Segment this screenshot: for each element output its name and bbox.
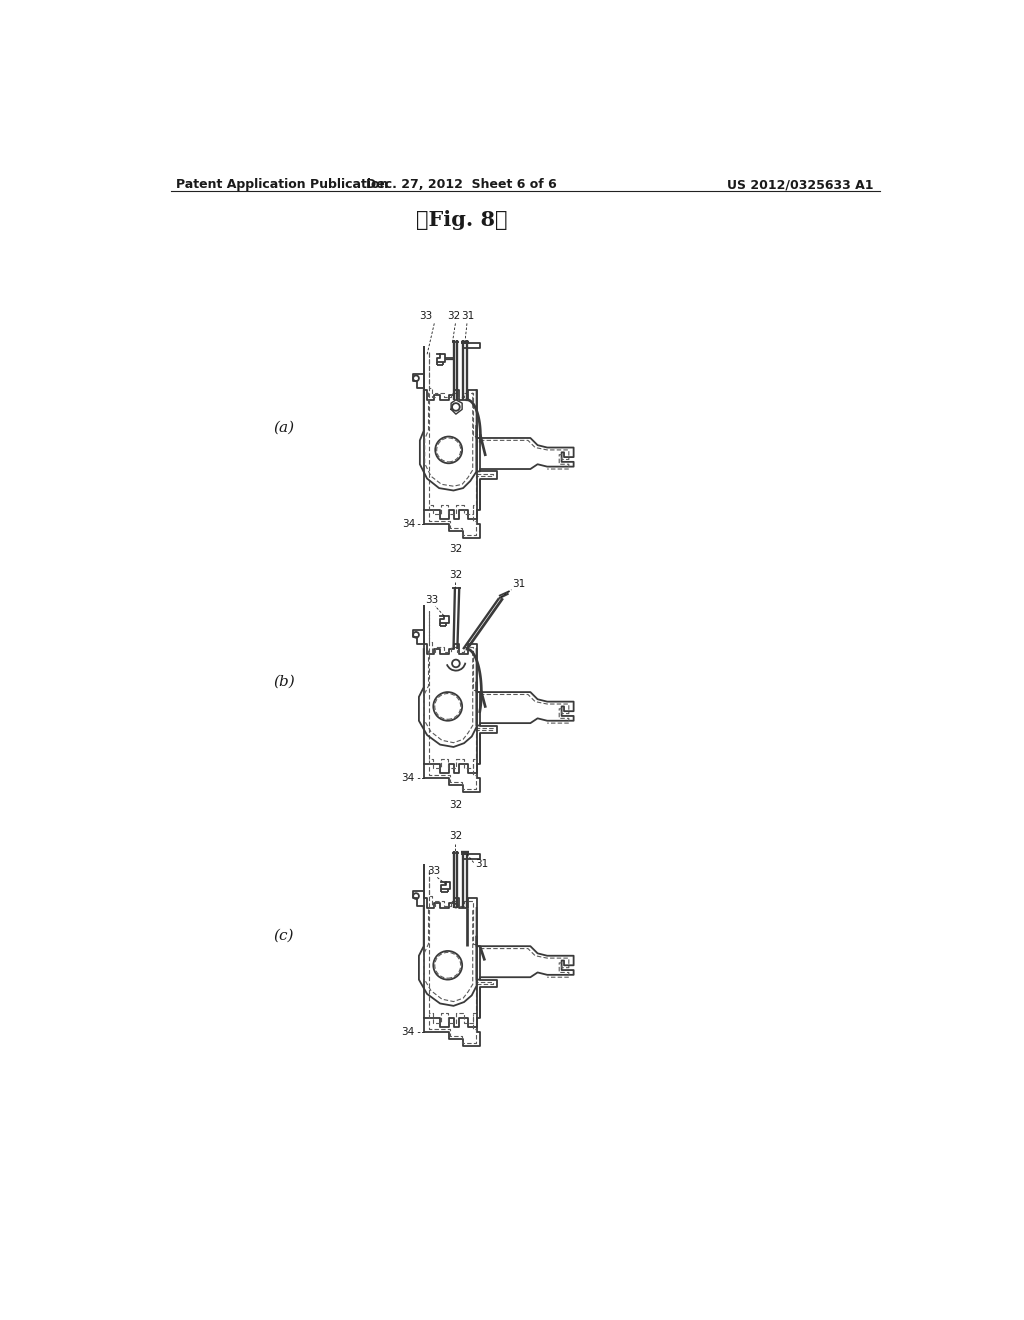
Text: 31: 31 bbox=[475, 858, 488, 869]
Text: (b): (b) bbox=[273, 675, 296, 689]
Text: 32: 32 bbox=[449, 800, 462, 810]
Text: 31: 31 bbox=[461, 312, 474, 321]
Text: 32: 32 bbox=[446, 312, 460, 321]
Text: 34: 34 bbox=[400, 1027, 414, 1038]
Text: (a): (a) bbox=[273, 421, 295, 434]
Text: 33: 33 bbox=[425, 595, 438, 605]
Text: 31: 31 bbox=[512, 578, 525, 589]
Text: 32: 32 bbox=[449, 544, 462, 554]
Text: 34: 34 bbox=[400, 774, 414, 783]
Text: US 2012/0325633 A1: US 2012/0325633 A1 bbox=[727, 178, 873, 191]
Text: 32: 32 bbox=[449, 570, 462, 579]
Text: Dec. 27, 2012  Sheet 6 of 6: Dec. 27, 2012 Sheet 6 of 6 bbox=[366, 178, 557, 191]
Text: 32: 32 bbox=[449, 832, 462, 841]
Text: Patent Application Publication: Patent Application Publication bbox=[176, 178, 388, 191]
Text: 33: 33 bbox=[419, 312, 432, 321]
Text: 34: 34 bbox=[401, 519, 415, 529]
Text: 33: 33 bbox=[427, 866, 440, 875]
Text: 【Fig. 8】: 【Fig. 8】 bbox=[416, 210, 507, 230]
Text: (c): (c) bbox=[273, 929, 294, 942]
